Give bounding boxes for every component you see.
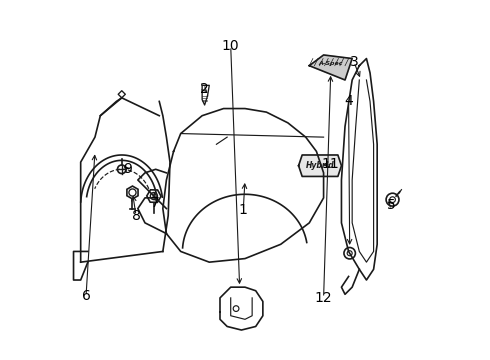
Text: A-Spec: A-Spec xyxy=(318,62,343,66)
Text: 3: 3 xyxy=(349,55,358,69)
Text: 2: 2 xyxy=(199,82,208,96)
Text: 7: 7 xyxy=(151,196,160,210)
Text: 4: 4 xyxy=(344,94,353,108)
Text: 1: 1 xyxy=(239,203,247,217)
Text: 9: 9 xyxy=(122,162,131,176)
Polygon shape xyxy=(298,155,342,176)
Polygon shape xyxy=(309,55,352,80)
Text: 12: 12 xyxy=(315,291,332,305)
Text: 6: 6 xyxy=(82,289,91,303)
Text: 8: 8 xyxy=(132,209,141,223)
Text: Hybrid: Hybrid xyxy=(306,161,334,170)
Text: 10: 10 xyxy=(222,39,240,53)
Text: 11: 11 xyxy=(322,157,340,171)
Text: 5: 5 xyxy=(387,198,396,212)
